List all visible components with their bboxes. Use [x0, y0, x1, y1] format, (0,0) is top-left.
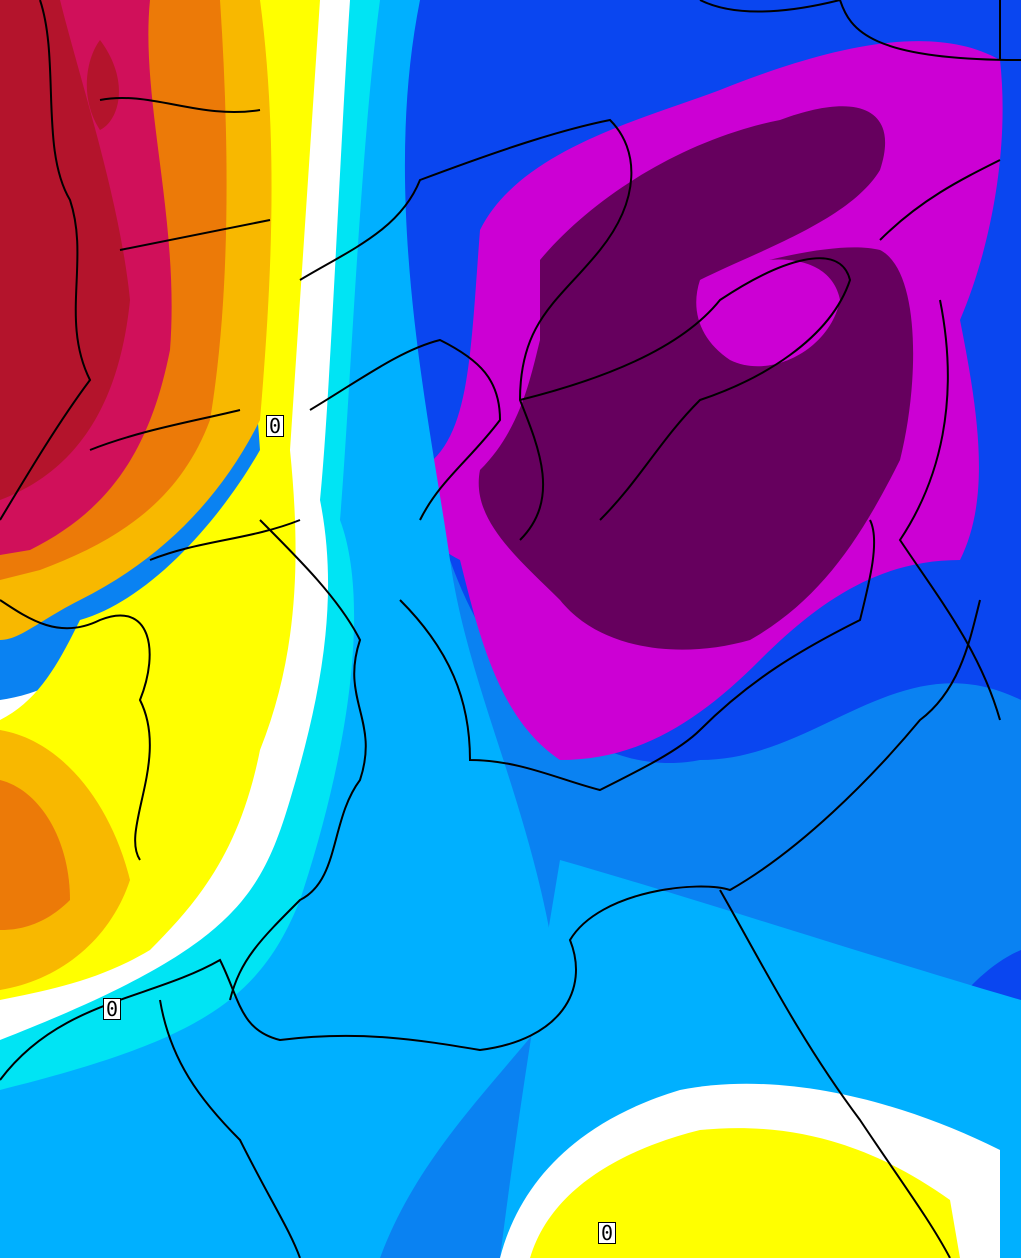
coastline-atlantic [0, 0, 92, 521]
border-north [699, 0, 1021, 61]
zero-contour-label-north: 0 [266, 415, 285, 437]
dark-red-field [0, 0, 130, 500]
cyan-band [0, 0, 380, 1090]
border-eastern-europe [299, 118, 633, 541]
zero-contour-label-south: 0 [598, 1222, 617, 1244]
yellow-field-south [530, 1128, 960, 1258]
light-blue-field [0, 0, 560, 1258]
border-caucasus [519, 257, 852, 521]
coastline-iberia [0, 599, 151, 861]
coastline-italy-balkans [229, 519, 367, 1001]
dark-red-field-2 [86, 40, 119, 130]
coastline-greece-turkey [399, 519, 876, 792]
border-central [309, 338, 502, 521]
magenta-pocket [696, 259, 840, 367]
zero-contour-label-west: 0 [103, 998, 122, 1020]
orange-field-southwest [0, 780, 70, 930]
purple-field [478, 106, 914, 650]
border-western [89, 96, 301, 561]
border-east [879, 159, 1001, 721]
border-africa [159, 889, 951, 1258]
coastline-north-africa [0, 599, 981, 1081]
